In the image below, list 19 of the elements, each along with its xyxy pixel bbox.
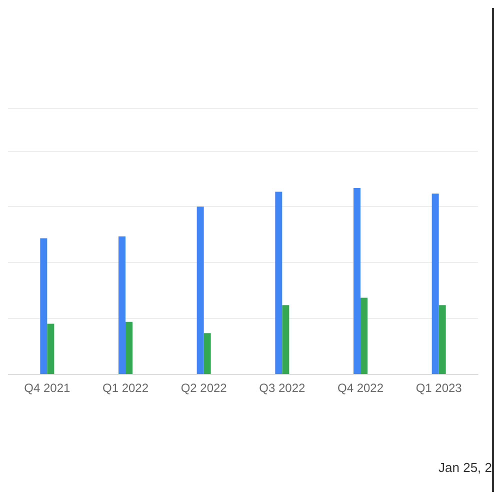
bar <box>40 238 48 374</box>
bar <box>47 324 54 374</box>
bar <box>126 322 132 374</box>
x-tick-label: Q4 2021 <box>24 381 71 395</box>
x-tick-label: Q4 2022 <box>337 381 384 395</box>
bar <box>282 305 290 374</box>
x-tick-label: Q2 2022 <box>180 381 228 395</box>
text: Jan 25, 2 <box>438 460 492 475</box>
x-tick-label: Q1 2023 <box>416 381 462 395</box>
bar <box>196 206 204 374</box>
bar <box>275 192 282 374</box>
bar <box>204 333 211 374</box>
bar <box>438 305 446 374</box>
x-tick-label: Q1 2022 <box>102 381 149 395</box>
x-tick-label: Q3 2022 <box>259 381 306 395</box>
bar <box>360 298 368 374</box>
bar <box>354 188 360 374</box>
bar <box>432 194 439 374</box>
bar <box>118 236 126 374</box>
